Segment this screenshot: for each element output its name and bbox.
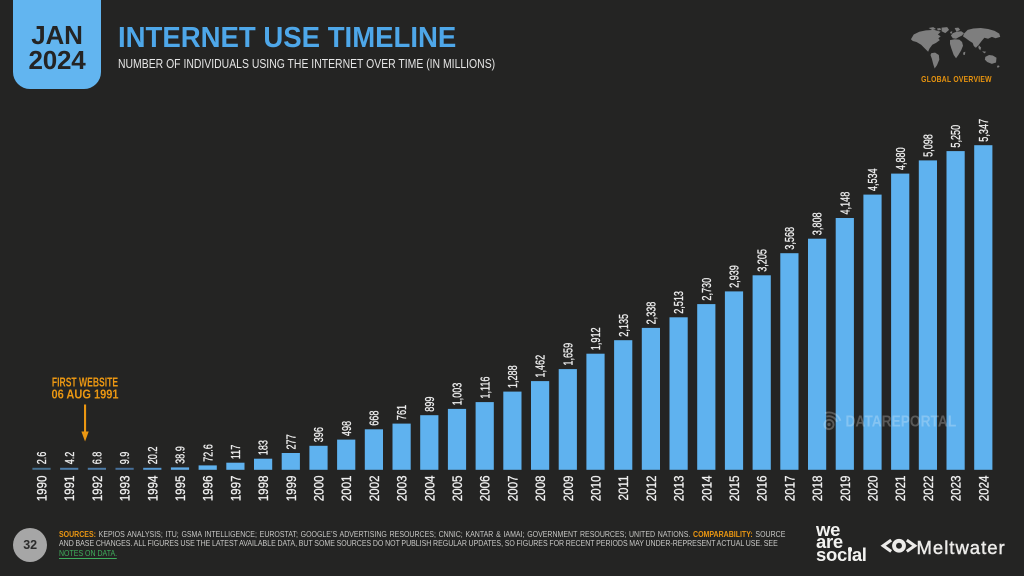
svg-text:1990: 1990 (35, 475, 50, 501)
svg-text:1,116: 1,116 (479, 377, 493, 399)
svg-text:2004: 2004 (423, 475, 438, 501)
svg-text:2008: 2008 (533, 475, 548, 501)
svg-text:2003: 2003 (395, 475, 410, 501)
svg-text:1992: 1992 (90, 475, 105, 501)
svg-text:1,288: 1,288 (507, 365, 521, 388)
svg-text:6.8: 6.8 (91, 452, 105, 465)
svg-text:2000: 2000 (312, 475, 327, 501)
svg-text:2019: 2019 (838, 475, 853, 501)
svg-text:3,808: 3,808 (811, 212, 825, 235)
svg-text:2,730: 2,730 (700, 278, 714, 301)
svg-text:FIRST WEBSITE: FIRST WEBSITE (52, 376, 118, 390)
svg-text:2014: 2014 (700, 475, 715, 501)
svg-text:2011: 2011 (616, 476, 631, 501)
svg-text:183: 183 (257, 440, 271, 455)
svg-text:2024: 2024 (977, 475, 992, 501)
svg-text:1996: 1996 (201, 475, 216, 501)
svg-text:2,939: 2,939 (728, 265, 742, 288)
svg-text:2006: 2006 (478, 475, 493, 501)
svg-text:4.2: 4.2 (63, 452, 77, 465)
svg-text:277: 277 (285, 434, 299, 449)
svg-text:4,148: 4,148 (839, 192, 853, 215)
svg-text:2010: 2010 (589, 475, 604, 501)
svg-text:1995: 1995 (173, 475, 188, 501)
svg-text:5,347: 5,347 (977, 119, 991, 142)
svg-text:2021: 2021 (893, 475, 908, 501)
svg-text:899: 899 (423, 397, 437, 412)
svg-text:38.9: 38.9 (174, 446, 188, 464)
svg-text:2009: 2009 (561, 475, 576, 501)
svg-text:2013: 2013 (672, 475, 687, 501)
svg-text:1999: 1999 (284, 475, 299, 501)
svg-text:2022: 2022 (921, 475, 936, 501)
svg-text:1997: 1997 (229, 475, 244, 501)
svg-text:1991: 1991 (62, 475, 77, 501)
svg-text:4,880: 4,880 (894, 147, 908, 170)
svg-text:2,338: 2,338 (645, 302, 659, 325)
svg-text:2018: 2018 (810, 475, 825, 501)
svg-text:5,250: 5,250 (950, 125, 964, 148)
svg-text:396: 396 (313, 427, 327, 442)
svg-text:2017: 2017 (783, 475, 798, 501)
svg-text:2.6: 2.6 (36, 452, 50, 465)
svg-text:5,098: 5,098 (922, 134, 936, 157)
svg-text:06 AUG 1991: 06 AUG 1991 (51, 387, 118, 402)
svg-text:668: 668 (368, 411, 382, 426)
svg-text:1998: 1998 (256, 475, 271, 501)
svg-text:2005: 2005 (450, 475, 465, 501)
svg-text:3,205: 3,205 (756, 249, 770, 272)
svg-text:2002: 2002 (367, 475, 382, 501)
svg-text:2020: 2020 (866, 475, 881, 501)
svg-text:2007: 2007 (506, 475, 521, 501)
svg-text:2015: 2015 (727, 475, 742, 501)
svg-text:2012: 2012 (644, 475, 659, 501)
svg-text:2,513: 2,513 (673, 291, 687, 314)
svg-text:9.9: 9.9 (119, 452, 133, 465)
svg-text:1,003: 1,003 (451, 383, 465, 406)
svg-text:761: 761 (396, 405, 410, 420)
svg-text:117: 117 (230, 445, 244, 460)
svg-text:1,912: 1,912 (590, 327, 604, 350)
svg-text:2001: 2001 (339, 475, 354, 501)
svg-text:2023: 2023 (949, 475, 964, 501)
svg-text:2016: 2016 (755, 475, 770, 501)
svg-text:1,462: 1,462 (534, 355, 548, 378)
svg-text:72.6: 72.6 (202, 444, 216, 462)
svg-text:4,534: 4,534 (867, 168, 881, 191)
svg-text:1994: 1994 (146, 475, 161, 501)
svg-text:20.2: 20.2 (146, 447, 160, 465)
svg-text:1,659: 1,659 (562, 343, 576, 366)
svg-text:DATAREPORTAL: DATAREPORTAL (846, 412, 957, 430)
svg-text:498: 498 (340, 421, 354, 436)
svg-text:1993: 1993 (118, 475, 133, 501)
svg-text:3,568: 3,568 (784, 227, 798, 250)
svg-text:2,135: 2,135 (617, 314, 631, 337)
